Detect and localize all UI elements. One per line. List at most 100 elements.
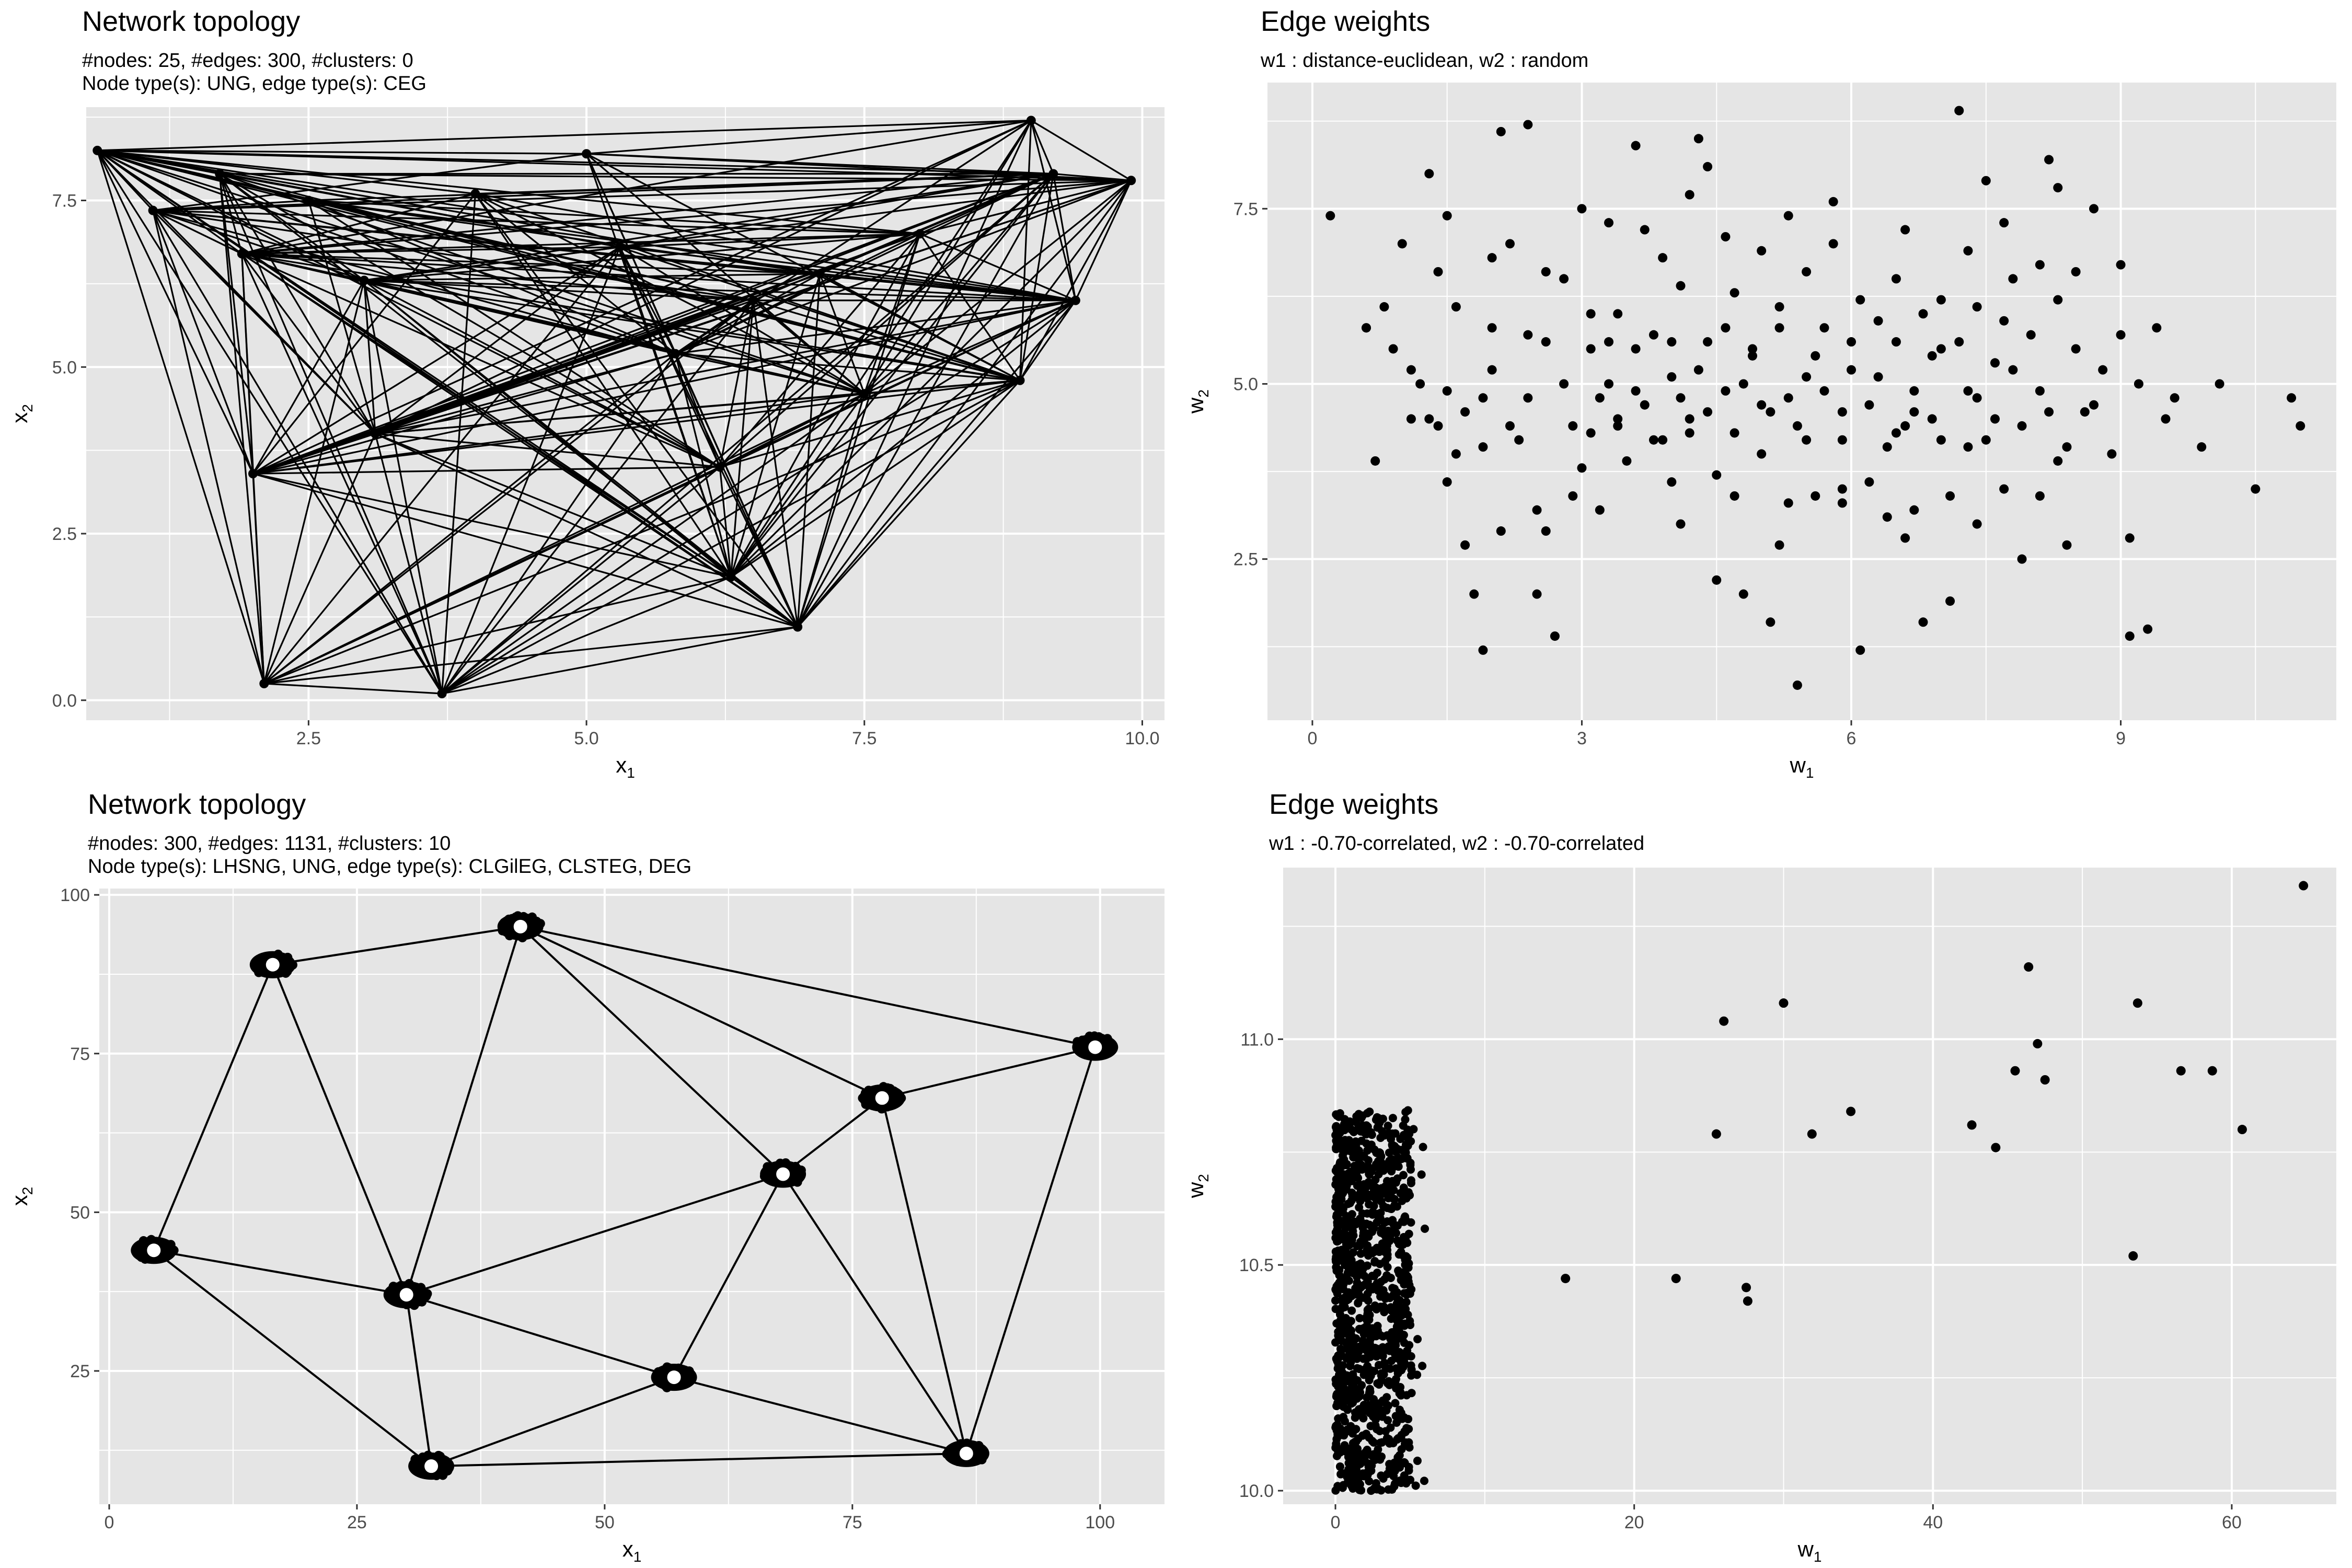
network-edge bbox=[719, 233, 921, 468]
scatter-point bbox=[1365, 1387, 1374, 1396]
network-edge bbox=[441, 576, 732, 695]
scatter-point bbox=[1358, 1336, 1367, 1345]
scatter-point bbox=[1385, 1380, 1394, 1389]
scatter-point bbox=[1891, 274, 1901, 284]
scatter-point bbox=[1376, 1455, 1385, 1464]
network-edge bbox=[1030, 120, 1077, 301]
scatter-point bbox=[2035, 386, 2045, 396]
scatter-point bbox=[1380, 1304, 1389, 1313]
network-edge bbox=[752, 300, 799, 627]
network-edge bbox=[719, 466, 799, 628]
scatter-point bbox=[1487, 323, 1497, 333]
scatter-point bbox=[1478, 442, 1488, 452]
scatter-point bbox=[1382, 1162, 1391, 1171]
cluster-edge bbox=[520, 926, 883, 1099]
cluster-edge bbox=[881, 1098, 967, 1454]
scatter-point bbox=[1442, 477, 1452, 487]
network-edge bbox=[263, 299, 754, 685]
scatter-point bbox=[2044, 155, 2054, 165]
scatter-point bbox=[1377, 1471, 1386, 1480]
network-edge bbox=[252, 393, 864, 475]
scatter-point bbox=[1407, 1365, 1416, 1374]
scatter-point bbox=[1711, 1129, 1721, 1139]
network-edge bbox=[863, 233, 921, 394]
network-edge bbox=[797, 180, 1132, 628]
scatter-point bbox=[1403, 1346, 1412, 1355]
scatter-point bbox=[1338, 1391, 1346, 1400]
cluster-edge bbox=[272, 925, 521, 966]
scatter-point bbox=[2215, 379, 2224, 389]
scatter-point bbox=[1631, 344, 1641, 354]
scatter-point bbox=[1640, 400, 1650, 410]
scatter-point bbox=[1374, 1348, 1383, 1357]
scatter-point bbox=[1400, 1413, 1409, 1422]
scatter-point bbox=[1402, 1194, 1411, 1203]
scatter-point bbox=[2287, 393, 2297, 403]
scatter-point bbox=[1802, 372, 1812, 382]
scatter-point bbox=[1469, 589, 1479, 599]
scatter-point bbox=[1380, 1131, 1389, 1140]
scatter-point bbox=[1334, 1189, 1343, 1198]
y-tick-label: 2.5 bbox=[1233, 550, 1258, 570]
scatter-point bbox=[1363, 1261, 1371, 1270]
cluster-hub-node bbox=[874, 1090, 890, 1106]
scatter-point bbox=[1373, 1269, 1381, 1277]
gridlines bbox=[99, 889, 1165, 1504]
scatter-point bbox=[1604, 337, 1614, 347]
y-tick-label: 10.5 bbox=[1239, 1255, 1274, 1275]
cluster-edge bbox=[882, 1046, 1096, 1099]
scatter-point bbox=[1344, 1322, 1353, 1331]
scatter-point bbox=[1347, 1168, 1356, 1177]
scatter-point bbox=[1451, 449, 1461, 459]
scatter-point bbox=[1945, 596, 1955, 606]
scatter-point bbox=[1568, 491, 1578, 501]
scatter-point bbox=[2033, 1039, 2043, 1048]
network-edges bbox=[96, 119, 1132, 695]
scatter-point bbox=[1460, 407, 1470, 417]
scatter-point bbox=[1990, 414, 2000, 424]
cluster-edge bbox=[673, 1173, 784, 1378]
scatter-point bbox=[1338, 1303, 1346, 1312]
scatter-point bbox=[1388, 1114, 1397, 1123]
scatter-point bbox=[2125, 533, 2135, 543]
scatter-point bbox=[2053, 456, 2063, 466]
scatter-point bbox=[1487, 365, 1497, 375]
network-edge bbox=[475, 193, 676, 354]
scatter-point bbox=[1407, 1389, 1416, 1398]
scatter-point bbox=[1667, 477, 1677, 487]
network-node bbox=[248, 469, 258, 479]
scatter-point bbox=[1337, 1203, 1346, 1212]
scatter-point bbox=[1757, 246, 1767, 256]
network-edge bbox=[819, 273, 1021, 382]
scatter-point bbox=[1667, 372, 1677, 382]
scatter-point bbox=[1358, 1431, 1367, 1440]
scatter-point bbox=[1676, 519, 1686, 529]
x-tick-label: 25 bbox=[347, 1513, 367, 1532]
scatter-point bbox=[2116, 330, 2126, 340]
scatter-point bbox=[1396, 1463, 1404, 1472]
y-axis-label: w2 bbox=[1183, 389, 1212, 414]
scatter-point bbox=[2071, 344, 2081, 354]
scatter-point bbox=[1954, 337, 1964, 347]
scatter-point bbox=[1363, 1289, 1372, 1298]
scatter-point bbox=[1738, 589, 1748, 599]
y-tick-label: 7.5 bbox=[52, 191, 77, 211]
scatter-point bbox=[1918, 309, 1928, 319]
network-edge bbox=[263, 576, 731, 685]
scatter-point bbox=[1383, 1122, 1392, 1131]
scatter-point bbox=[1362, 323, 1371, 333]
scatter-plot-1: 0 3 6 9 2.5 5.0 7.5 w1 w2 bbox=[1183, 83, 2336, 781]
cluster-edge bbox=[153, 1249, 432, 1467]
scatter-point bbox=[1391, 1129, 1400, 1138]
scatter-point bbox=[1595, 393, 1605, 403]
scatter-point bbox=[1393, 1161, 1402, 1170]
scatter-point bbox=[1847, 365, 1857, 375]
scatter-point bbox=[1406, 365, 1416, 375]
scatter-point bbox=[1347, 1306, 1356, 1315]
scatter-point bbox=[1523, 120, 1533, 130]
scatter-point bbox=[1403, 1273, 1412, 1282]
scatter-point bbox=[1846, 1106, 1856, 1116]
cluster-edge bbox=[153, 1249, 407, 1296]
scatter-point bbox=[1730, 428, 1739, 438]
scatter-point bbox=[1577, 463, 1587, 473]
